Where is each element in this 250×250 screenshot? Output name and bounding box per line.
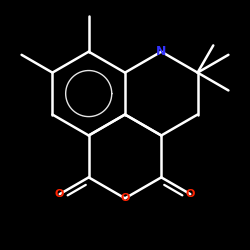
- Text: O: O: [186, 189, 195, 199]
- Text: O: O: [55, 189, 64, 199]
- Text: N: N: [156, 45, 166, 58]
- Text: O: O: [120, 193, 130, 203]
